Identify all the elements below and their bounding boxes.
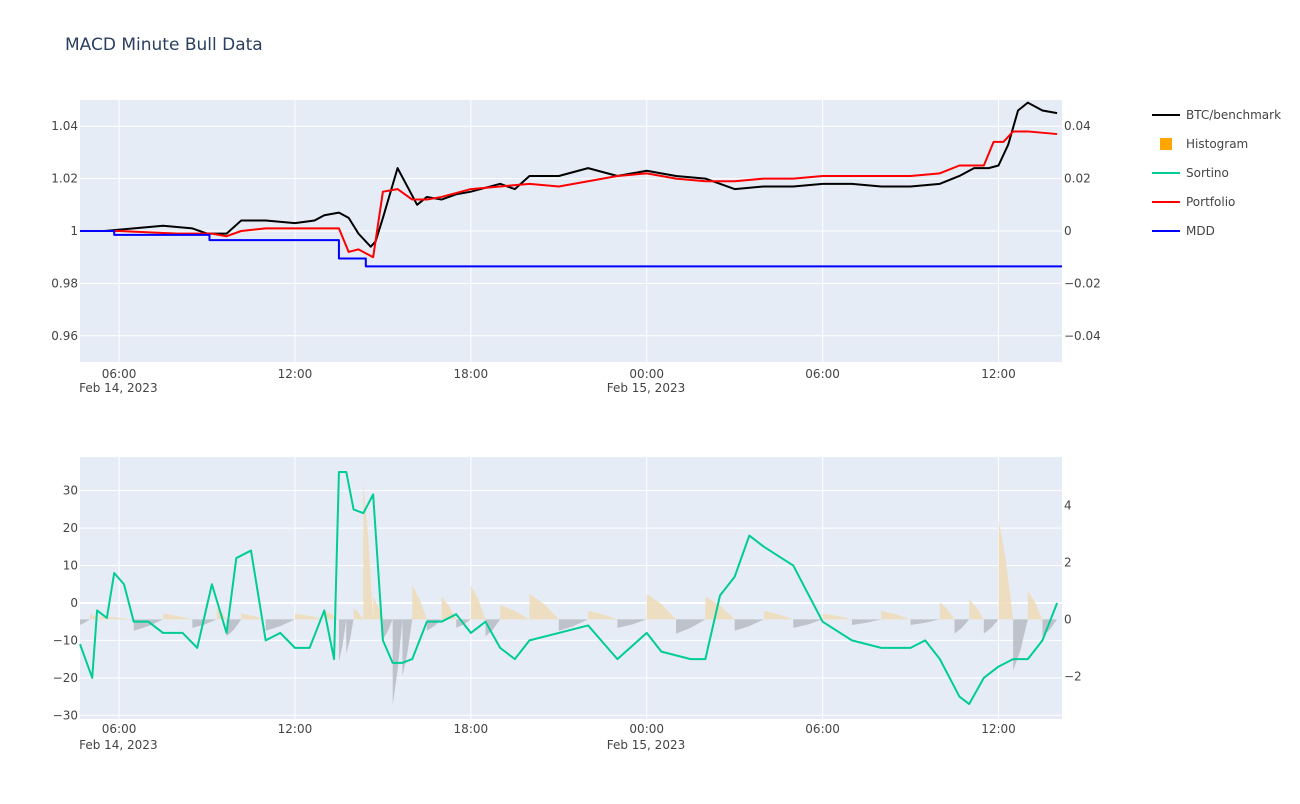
x-tick-date-label: Feb 15, 2023 [607, 381, 686, 395]
histogram-bar [998, 519, 1014, 620]
histogram-bar [99, 616, 134, 620]
x-tick-label: 12:00 [278, 722, 313, 736]
x-tick-label: 12:00 [278, 367, 313, 381]
histogram-bar [80, 619, 90, 626]
histogram-bar [969, 599, 984, 620]
y-tick-label-left: 0 [70, 596, 78, 610]
histogram-bar [363, 482, 374, 620]
chart-title: MACD Minute Bull Data [65, 35, 263, 55]
x-tick-label: 00:00 [629, 722, 664, 736]
histogram-bar [793, 619, 823, 628]
y-tick-label-right: 4 [1064, 498, 1072, 512]
y-tick-label-left: 0.96 [51, 329, 78, 343]
histogram-bar [983, 619, 999, 634]
legend: BTC/benchmark Histogram Sortino Portfolio MD… [1152, 108, 1281, 238]
legend-swatch [1160, 138, 1172, 150]
x-tick-label: 00:00 [629, 367, 664, 381]
series-line-sortino [79, 470, 1059, 706]
x-tick-date-label: Feb 14, 2023 [79, 738, 158, 752]
y-tick-label-left: −10 [53, 633, 78, 647]
y-tick-label-right: 0 [1064, 224, 1072, 238]
legend-label: MDD [1186, 224, 1215, 238]
panels: 0.96 0.98 1 1.02 1.04 −0.04 −0.02 0 0.02 0.04 06:0… [51, 100, 1101, 752]
y-tick-label-right: 0.04 [1064, 119, 1091, 133]
y-tick-label-right: 2 [1064, 555, 1072, 569]
histogram-bar [226, 619, 242, 637]
histogram-bar [822, 613, 852, 620]
histogram-bar [910, 619, 940, 626]
histogram-bar [353, 607, 364, 620]
legend-label: Sortino [1186, 166, 1229, 180]
histogram-bar [163, 613, 193, 620]
plot-area-2 [80, 457, 1062, 719]
x-tick-label: 06:00 [102, 722, 137, 736]
x-tick-date-label: Feb 15, 2023 [607, 738, 686, 752]
histogram-bar [617, 619, 647, 628]
x-tick-label: 18:00 [454, 722, 489, 736]
y-tick-label-right: 0 [1064, 612, 1072, 626]
histogram-bar [705, 596, 735, 620]
y-tick-label-left: 1 [70, 224, 78, 238]
histogram-bar [294, 613, 325, 620]
histogram-bar [346, 619, 354, 654]
histogram-bar [412, 585, 427, 620]
legend-label: Portfolio [1186, 195, 1235, 209]
y-tick-label-right: −2 [1064, 669, 1082, 683]
histogram-bar [646, 593, 677, 620]
y-tick-label-left: 1.04 [51, 119, 78, 133]
y-tick-label-left: 1.02 [51, 172, 78, 186]
histogram-bar [558, 619, 589, 631]
y-tick-label-left: −20 [53, 671, 78, 685]
y-tick-label-right: −0.04 [1064, 329, 1101, 343]
histogram-bar [763, 610, 794, 620]
histogram-bar [382, 619, 393, 640]
histogram-bar [588, 610, 618, 620]
x-tick-label: 12:00 [981, 722, 1016, 736]
x-tick-label: 12:00 [981, 367, 1016, 381]
y-tick-label-left: 0.98 [51, 276, 78, 290]
histogram-bar [500, 605, 530, 620]
histogram-bar [954, 619, 970, 634]
histogram-bar [470, 585, 486, 620]
histogram-bar [881, 610, 911, 620]
histogram-bar [676, 619, 706, 634]
histogram-bar [241, 613, 266, 620]
histogram-bar [192, 619, 217, 628]
y-tick-label-right: −0.02 [1064, 276, 1101, 290]
y-tick-label-left: 10 [63, 559, 78, 573]
histogram-bar [1013, 619, 1028, 671]
legend-label: Histogram [1186, 137, 1248, 151]
series-line-btc-benchmark [80, 101, 1058, 248]
x-tick-date-label: Feb 14, 2023 [79, 381, 158, 395]
y-tick-label-left: 30 [63, 484, 78, 498]
y-tick-label-right: 0.02 [1064, 172, 1091, 186]
histogram-bar [338, 619, 347, 663]
y-tick-label-left: 20 [63, 521, 78, 535]
histogram-bar [265, 619, 295, 631]
x-tick-label: 06:00 [805, 367, 840, 381]
histogram-bar [734, 619, 764, 631]
x-tick-label: 18:00 [454, 367, 489, 381]
histogram-bar [485, 619, 501, 637]
legend-label: BTC/benchmark [1186, 108, 1281, 122]
histogram-bar [939, 602, 955, 620]
histogram-bar [441, 596, 457, 620]
histogram-bar [529, 593, 559, 620]
series-line-mdd [80, 230, 1062, 268]
series-line-portfolio [80, 130, 1058, 259]
histogram-bar [1027, 590, 1043, 620]
x-tick-label: 06:00 [102, 367, 137, 381]
histogram-bar [851, 619, 882, 626]
y-tick-label-left: −30 [53, 708, 78, 722]
x-tick-label: 06:00 [805, 722, 840, 736]
